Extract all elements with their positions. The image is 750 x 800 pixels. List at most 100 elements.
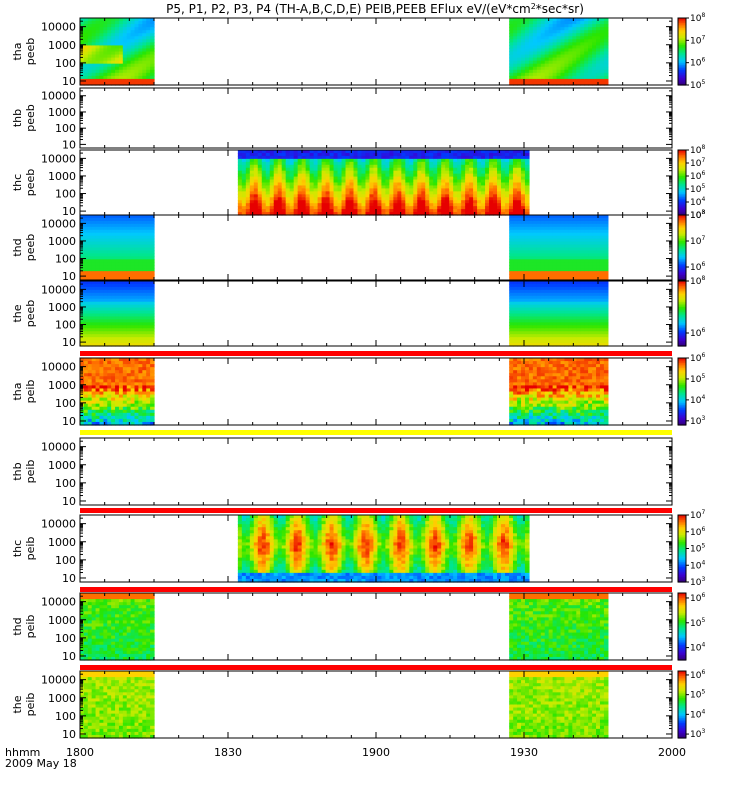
panel-probe-label: thd <box>11 617 24 635</box>
x-tick-label: 1900 <box>362 746 390 759</box>
y-tick-label: 10000 <box>41 518 76 531</box>
colorbar-tick-label: 103 <box>690 415 705 427</box>
y-tick-label: 100 <box>55 477 76 490</box>
panel-probe-label: thb <box>11 462 24 480</box>
y-tick-label: 10000 <box>41 596 76 609</box>
y-tick-label: 10 <box>62 205 76 218</box>
spectrogram-segment-tha-peeb-0 <box>80 18 155 86</box>
y-tick-label: 100 <box>55 253 76 266</box>
panel-thb-peib: 10000 1000 100 10 thb peib <box>11 430 673 508</box>
colorbar-tick-label: 106 <box>690 57 705 69</box>
y-tick-label: 10 <box>62 138 76 151</box>
y-tick-label: 100 <box>55 632 76 645</box>
y-tick-label: 10 <box>62 415 76 428</box>
y-tick-label: 10000 <box>41 361 76 374</box>
y-tick-label: 10 <box>62 650 76 663</box>
colorbar-tick-label: 104 <box>690 642 705 654</box>
colorbar-tick-label: 106 <box>690 526 705 538</box>
panel-the-peib: 10000 1000 100 10 the peib 106 105 104 103 <box>11 665 705 741</box>
panel-probe-label: the <box>11 695 24 713</box>
panel-probe-label: the <box>11 304 24 322</box>
panel-instrument-label: peeb <box>24 300 37 328</box>
spectrogram-segment-tha-peib-1 <box>509 358 609 426</box>
y-tick-label: 1000 <box>48 379 76 392</box>
status-bar-thb-peib <box>80 430 672 435</box>
panel-thc-peib: 10000 1000 100 10 thc peib 107 106 105 104 103 <box>11 508 705 588</box>
y-tick-label: 1000 <box>48 39 76 52</box>
y-tick-label: 1000 <box>48 301 76 314</box>
y-tick-label: 10000 <box>41 283 76 296</box>
y-tick-label: 10000 <box>41 441 76 454</box>
x-axis: 1800 1830 1900 1930 2000 <box>66 746 686 759</box>
panel-thd-peib: 10000 1000 100 10 thd peib 106 105 104 <box>11 587 705 663</box>
panel-probe-label: tha <box>11 42 24 60</box>
spectrogram-segment-thd-peeb-0 <box>80 215 155 281</box>
y-tick-label: 1000 <box>48 692 76 705</box>
x-tick-label: 1930 <box>510 746 538 759</box>
colorbar-tick-label: 105 <box>690 543 705 555</box>
colorbar-tick-label: 106 <box>690 170 705 182</box>
colorbar-tick-label: 104 <box>690 394 705 406</box>
colorbar-the-peeb: 108 106 <box>677 275 705 347</box>
colorbar-thd-peib: 106 105 104 <box>677 592 705 661</box>
x-axis-label: hhmm <box>5 746 40 759</box>
panel-instrument-label: peib <box>24 693 37 717</box>
colorbar-tha-peeb: 108 107 106 105 <box>677 12 705 91</box>
panel-instrument-label: peib <box>24 537 37 561</box>
y-tick-label: 100 <box>55 57 76 70</box>
panel-instrument-label: peib <box>24 460 37 484</box>
colorbar-tick-label: 106 <box>690 261 705 273</box>
panel-frame-thb-peeb <box>79 87 673 149</box>
y-tick-label: 10000 <box>41 90 76 103</box>
y-tick-label: 10 <box>62 728 76 741</box>
colorbar-tick-label: 107 <box>690 157 705 169</box>
x-tick-label: 2000 <box>658 746 686 759</box>
x-tick-label: 1800 <box>66 746 94 759</box>
status-bar-thc-peib <box>80 508 672 513</box>
colorbar-tick-label: 104 <box>690 559 705 571</box>
colorbar-tick-label: 107 <box>690 235 705 247</box>
colorbar-tick-label: 106 <box>690 352 705 364</box>
panel-instrument-label: peeb <box>24 104 37 132</box>
colorbar-tick-label: 105 <box>690 373 705 385</box>
x-tick-label: 1830 <box>214 746 242 759</box>
spectrogram-segment-thc-peib-0 <box>237 515 530 583</box>
colorbar-tick-label: 104 <box>690 708 705 720</box>
spectrogram-segment-thd-peib-1 <box>509 593 609 661</box>
panel-instrument-label: peib <box>24 380 37 404</box>
colorbar-tick-label: 108 <box>690 12 705 24</box>
colorbar-tick-label: 103 <box>690 728 705 740</box>
colorbar-tha-peib: 106 105 104 103 <box>677 352 705 427</box>
colorbar-tick-label: 106 <box>690 592 705 604</box>
spectrogram-segment-thd-peib-0 <box>80 593 155 661</box>
panel-tha-peib: 10000 1000 100 10 tha peib 106 105 104 103 <box>11 351 705 428</box>
y-tick-label: 10000 <box>41 217 76 230</box>
colorbar-thc-peib: 107 106 105 104 103 <box>677 509 705 588</box>
y-tick-label: 10 <box>62 336 76 349</box>
x-axis-date-label: 2009 May 18 <box>5 757 77 770</box>
panel-instrument-label: peeb <box>24 234 37 262</box>
panel-the-peeb: 10000 1000 100 10 the peeb 108 106 <box>11 275 705 349</box>
colorbar-tick-label: 103 <box>690 576 705 588</box>
y-tick-label: 1000 <box>48 614 76 627</box>
spectrogram-segment-thc-peeb-0 <box>237 150 530 216</box>
panel-probe-label: tha <box>11 382 24 400</box>
y-tick-label: 10000 <box>41 674 76 687</box>
panel-probe-label: thd <box>11 238 24 256</box>
panel-probe-label: thc <box>11 174 24 191</box>
y-tick-label: 1000 <box>48 235 76 248</box>
spectrogram-segment-the-peeb-0 <box>80 281 155 347</box>
spectrogram-segment-thd-peeb-1 <box>509 215 609 281</box>
y-tick-label: 1000 <box>48 536 76 549</box>
y-tick-label: 10000 <box>41 152 76 165</box>
y-tick-label: 10 <box>62 495 76 508</box>
y-tick-label: 1000 <box>48 170 76 183</box>
colorbar-tick-label: 105 <box>690 617 705 629</box>
y-tick-label: 100 <box>55 188 76 201</box>
panel-instrument-label: peeb <box>24 169 37 197</box>
panel-frame-thb-peib <box>79 437 673 506</box>
panel-probe-label: thb <box>11 109 24 127</box>
spectrogram-segment-the-peib-1 <box>509 671 609 739</box>
